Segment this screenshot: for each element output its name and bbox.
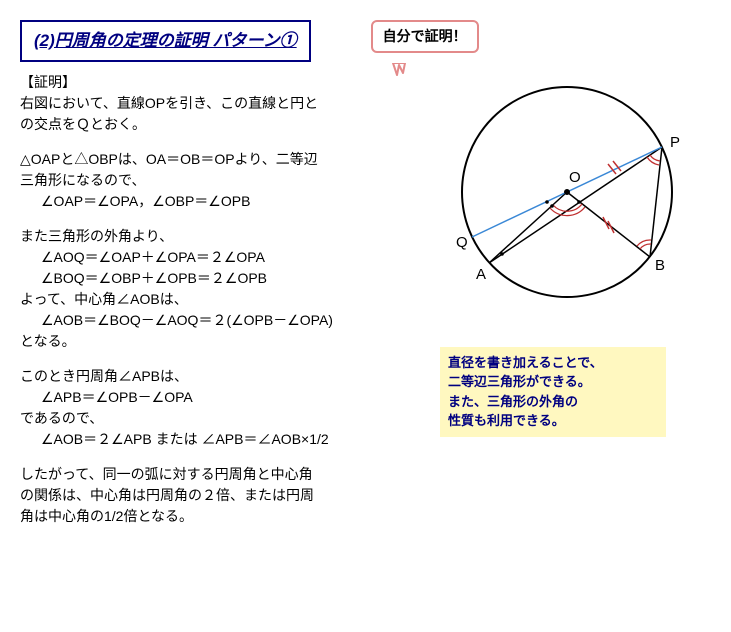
label-b: B <box>655 257 665 274</box>
proof-p5-l3: 角は中心角の1/2倍となる。 <box>20 506 420 527</box>
proof-p3-l4: よって、中心角∠AOBは、 <box>20 289 420 310</box>
proof-p1-l1: 右図において、直線OPを引き、この直線と円と <box>20 93 420 114</box>
proof-p5-l2: の関係は、中心角は円周角の２倍、または円周 <box>20 485 420 506</box>
proof-p5-l1: したがって、同一の弧に対する円周角と中心角 <box>20 464 420 485</box>
proof-p4-l2: ∠APB＝∠OPB－∠OPA <box>20 387 420 408</box>
proof-p2-l2: 三角形になるので、 <box>20 170 420 191</box>
note-l4: 性質も利用できる。 <box>448 411 658 431</box>
circle-diagram: O P Q A B <box>440 72 695 317</box>
proof-p1-l2: の交点をＱとおく。 <box>20 114 420 135</box>
label-q: Q <box>456 234 468 251</box>
proof-p4-l4: ∠AOB＝２∠APB または ∠APB＝∠AOB×1/2 <box>20 429 420 450</box>
label-o: O <box>569 169 581 186</box>
proof-p3-l6: となる。 <box>20 331 420 352</box>
proof-p4-l1: このとき円周角∠APBは、 <box>20 366 420 387</box>
proof-p2-l1: △OAPと△OBPは、OA＝OB＝OPより、二等辺 <box>20 149 420 170</box>
proof-p2-l3: ∠OAP＝∠OPA，∠OBP＝∠OPB <box>20 191 420 212</box>
proof-text: 【証明】 右図において、直線OPを引き、この直線と円と の交点をＱとおく。 △O… <box>20 72 420 527</box>
proof-p3-l5: ∠AOB＝∠BOQ－∠AOQ＝２(∠OPB－∠OPA) <box>20 310 420 331</box>
title-box: (2)円周角の定理の証明 パターン① <box>20 20 311 62</box>
note-l2: 二等辺三角形ができる。 <box>448 372 658 392</box>
proof-p3-l3: ∠BOQ＝∠OBP＋∠OPB＝２∠OPB <box>20 268 420 289</box>
callout: 自分で証明！ <box>371 20 479 53</box>
proof-p3-l2: ∠AOQ＝∠OAP＋∠OPA＝２∠OPA <box>20 247 420 268</box>
note-l1: 直径を書き加えることで、 <box>448 353 658 373</box>
proof-p4-l3: であるので、 <box>20 408 420 429</box>
label-p: P <box>670 134 680 151</box>
note-l3: また、三角形の外角の <box>448 392 658 412</box>
proof-p3-l1: また三角形の外角より、 <box>20 226 420 247</box>
note-box: 直径を書き加えることで、 二等辺三角形ができる。 また、三角形の外角の 性質も利… <box>440 347 666 437</box>
label-a: A <box>476 266 486 283</box>
proof-heading: 【証明】 <box>20 72 420 93</box>
